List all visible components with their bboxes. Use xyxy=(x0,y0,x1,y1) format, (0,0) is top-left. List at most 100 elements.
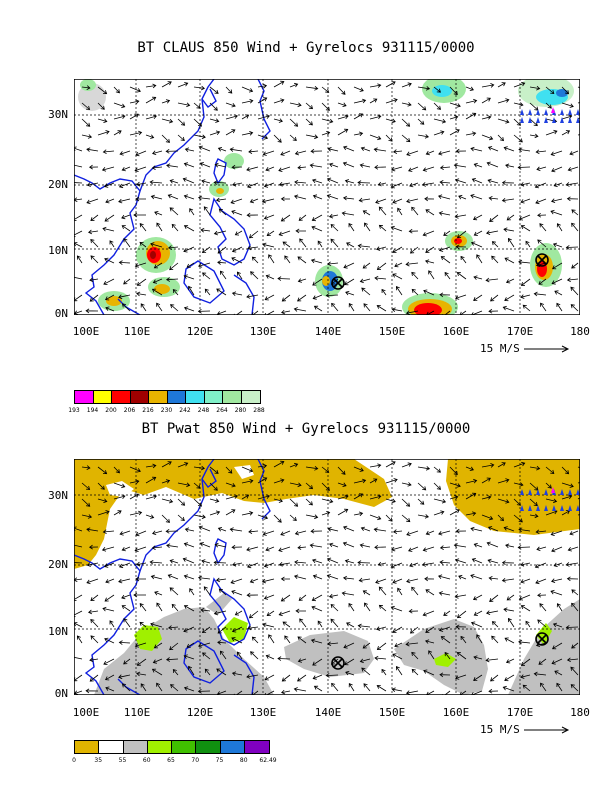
wind-arrow xyxy=(561,102,574,108)
wind-arrow xyxy=(363,683,371,692)
wind-arrow xyxy=(88,544,99,550)
wind-arrow xyxy=(390,605,403,612)
wind-arrow xyxy=(425,209,435,216)
wind-arrow xyxy=(129,493,139,500)
wind-arrow xyxy=(440,636,451,644)
wind-arrow xyxy=(86,578,99,585)
wind-arrow xyxy=(422,610,435,617)
wind-arrow xyxy=(199,162,211,168)
wind-arrow xyxy=(183,654,195,660)
wind-arrow xyxy=(406,530,419,536)
wind-arrow xyxy=(87,609,99,615)
lon-label: 140E xyxy=(314,325,342,338)
wind-arrow xyxy=(189,588,195,596)
wind-arrow xyxy=(281,674,291,682)
wind-arrow xyxy=(118,674,131,680)
wind-arrow xyxy=(497,98,510,104)
wind-arrow xyxy=(136,181,147,187)
wind-arrow xyxy=(280,196,291,202)
wind-arrow xyxy=(520,182,531,187)
wind-arrow xyxy=(362,262,371,269)
wind-arrow xyxy=(408,608,419,614)
wind-arrow xyxy=(289,102,302,108)
wind-arrow xyxy=(571,602,579,612)
wind-arrow xyxy=(449,129,460,136)
wind-arrow xyxy=(520,658,531,666)
wind-arrow xyxy=(263,182,275,188)
wind-arrow xyxy=(406,150,419,156)
wind-arrow xyxy=(453,543,467,548)
wind-arrow xyxy=(189,208,195,216)
wind-arrow xyxy=(151,668,163,676)
wind-arrow xyxy=(406,198,419,204)
wind-arrow xyxy=(525,240,531,248)
wind-arrow xyxy=(200,227,211,233)
wind-arrow xyxy=(385,81,396,88)
wind-arrow xyxy=(364,602,371,612)
colorbar-labels: 193 194 200 206 216 230 242 248 264 280 288 xyxy=(68,407,264,415)
wind-arrow xyxy=(456,272,467,280)
wind-arrow xyxy=(216,668,227,676)
wind-arrow xyxy=(201,626,211,634)
wind-arrow xyxy=(321,118,334,124)
wind-arrow xyxy=(503,146,515,152)
wind-arrow xyxy=(508,617,515,628)
wind-arrow xyxy=(344,658,355,666)
lon-label: 100E xyxy=(72,325,100,338)
wind-arrow xyxy=(485,230,499,235)
lat-label-20n: 20N xyxy=(48,558,68,571)
wind-arrow xyxy=(321,498,334,504)
wind-arrow xyxy=(417,498,425,505)
wind-arrow xyxy=(381,668,387,676)
wind-arrow xyxy=(134,546,147,552)
wind-arrow xyxy=(551,278,563,285)
wind-arrow xyxy=(571,209,579,216)
wind-arrow xyxy=(465,86,474,91)
wind-arrow xyxy=(458,574,467,580)
wind-arrow xyxy=(449,102,461,108)
wind-arrow xyxy=(105,198,115,204)
colorbar-tick-label: 55 xyxy=(118,757,127,764)
wind-arrow xyxy=(520,674,531,679)
wind-arrow xyxy=(81,498,91,507)
wind-arrow xyxy=(439,292,451,298)
wind-arrow xyxy=(297,294,307,302)
wind-arrow xyxy=(518,147,531,153)
wind-arrow xyxy=(476,254,483,264)
wind-arrow xyxy=(217,260,227,265)
wind-arrow xyxy=(518,527,531,533)
wind-arrow xyxy=(421,182,435,187)
wind-arrow xyxy=(401,498,411,507)
wind-arrow xyxy=(262,622,275,628)
colorbar-swatch xyxy=(223,391,242,403)
wind-arrow xyxy=(305,498,313,506)
wind-arrow xyxy=(278,546,291,552)
wind-arrow xyxy=(217,527,227,532)
wind-arrow xyxy=(328,213,339,219)
wind-arrow xyxy=(193,118,203,127)
wind-arrow xyxy=(133,212,146,218)
wind-arrow xyxy=(321,86,330,93)
wind-arrow xyxy=(425,626,435,633)
wind-arrow xyxy=(369,514,382,521)
wind-arrow xyxy=(473,294,483,301)
wind-arrow xyxy=(423,669,435,676)
wind-arrow xyxy=(268,634,275,644)
wind-arrow xyxy=(401,82,412,88)
wind-arrow xyxy=(392,246,403,253)
wind-arrow xyxy=(505,543,515,549)
wind-arrow xyxy=(374,655,387,661)
wind-arrow xyxy=(362,642,371,649)
wind-arrow xyxy=(250,651,259,660)
wind-arrow xyxy=(140,683,147,692)
wind-arrow xyxy=(481,83,495,88)
wind-arrow xyxy=(246,212,259,218)
wind-arrow xyxy=(183,194,195,200)
wind-arrow xyxy=(433,482,442,490)
colorbar-swatch xyxy=(220,741,245,753)
wind-arrow xyxy=(119,530,131,536)
wind-arrow xyxy=(169,179,179,184)
lat-label-0n: 0N xyxy=(54,307,68,320)
wind-arrow xyxy=(231,562,243,567)
colorbar-swatch xyxy=(172,741,197,753)
